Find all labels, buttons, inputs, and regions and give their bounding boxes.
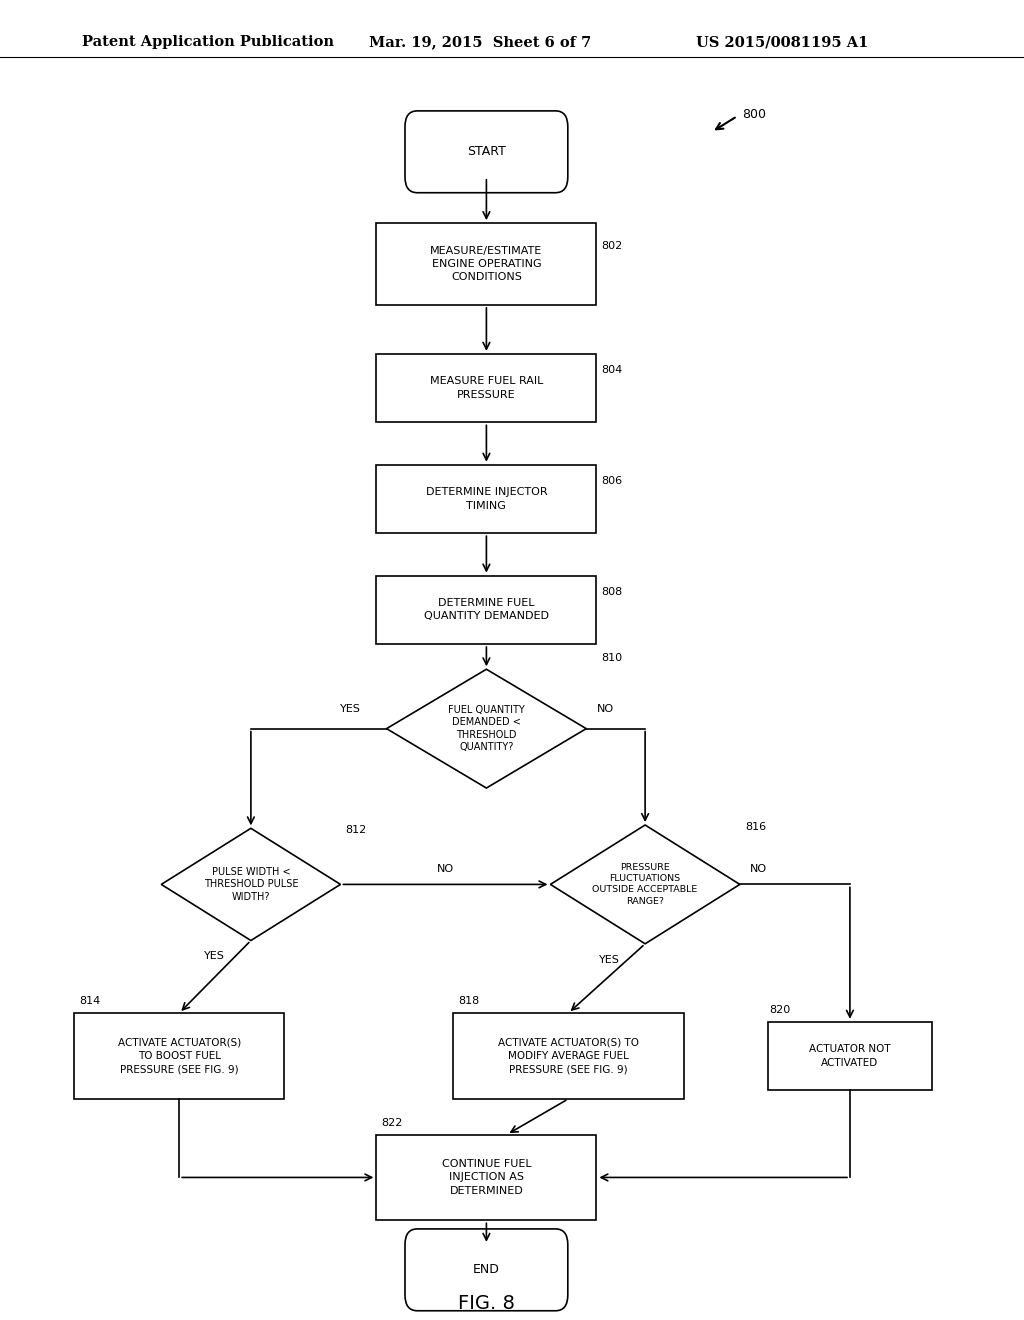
Text: Patent Application Publication: Patent Application Publication xyxy=(82,36,334,49)
Text: US 2015/0081195 A1: US 2015/0081195 A1 xyxy=(696,36,868,49)
Text: END: END xyxy=(473,1263,500,1276)
Text: MEASURE FUEL RAIL
PRESSURE: MEASURE FUEL RAIL PRESSURE xyxy=(430,376,543,400)
Text: YES: YES xyxy=(599,954,620,965)
Text: 804: 804 xyxy=(602,364,623,375)
Text: NO: NO xyxy=(750,863,767,874)
Text: DETERMINE INJECTOR
TIMING: DETERMINE INJECTOR TIMING xyxy=(426,487,547,511)
FancyBboxPatch shape xyxy=(377,354,596,422)
FancyBboxPatch shape xyxy=(377,1134,596,1220)
Text: NO: NO xyxy=(596,704,613,714)
FancyBboxPatch shape xyxy=(377,223,596,305)
Text: CONTINUE FUEL
INJECTION AS
DETERMINED: CONTINUE FUEL INJECTION AS DETERMINED xyxy=(441,1159,531,1196)
Text: Mar. 19, 2015  Sheet 6 of 7: Mar. 19, 2015 Sheet 6 of 7 xyxy=(369,36,591,49)
Text: 822: 822 xyxy=(381,1118,402,1127)
Polygon shape xyxy=(162,829,340,940)
FancyBboxPatch shape xyxy=(74,1014,284,1098)
Text: YES: YES xyxy=(205,952,225,961)
Text: 806: 806 xyxy=(602,475,623,486)
Text: ACTIVATE ACTUATOR(S)
TO BOOST FUEL
PRESSURE (SEE FIG. 9): ACTIVATE ACTUATOR(S) TO BOOST FUEL PRESS… xyxy=(118,1038,241,1074)
Text: 808: 808 xyxy=(602,586,623,597)
Text: 820: 820 xyxy=(769,1005,791,1015)
FancyBboxPatch shape xyxy=(454,1014,684,1098)
Text: 814: 814 xyxy=(80,997,100,1006)
Text: START: START xyxy=(467,145,506,158)
Text: PRESSURE
FLUCTUATIONS
OUTSIDE ACCEPTABLE
RANGE?: PRESSURE FLUCTUATIONS OUTSIDE ACCEPTABLE… xyxy=(593,863,697,906)
Text: 810: 810 xyxy=(602,652,623,663)
Text: ACTIVATE ACTUATOR(S) TO
MODIFY AVERAGE FUEL
PRESSURE (SEE FIG. 9): ACTIVATE ACTUATOR(S) TO MODIFY AVERAGE F… xyxy=(498,1038,639,1074)
Text: ACTUATOR NOT
ACTIVATED: ACTUATOR NOT ACTIVATED xyxy=(809,1044,891,1068)
FancyBboxPatch shape xyxy=(768,1022,932,1090)
Text: DETERMINE FUEL
QUANTITY DEMANDED: DETERMINE FUEL QUANTITY DEMANDED xyxy=(424,598,549,622)
Text: 800: 800 xyxy=(742,108,766,121)
FancyBboxPatch shape xyxy=(404,1229,567,1311)
Text: PULSE WIDTH <
THRESHOLD PULSE
WIDTH?: PULSE WIDTH < THRESHOLD PULSE WIDTH? xyxy=(204,867,298,902)
Text: FIG. 8: FIG. 8 xyxy=(458,1295,515,1313)
Text: NO: NO xyxy=(437,863,454,874)
Text: 816: 816 xyxy=(745,821,766,832)
FancyBboxPatch shape xyxy=(404,111,567,193)
Text: FUEL QUANTITY
DEMANDED <
THRESHOLD
QUANTITY?: FUEL QUANTITY DEMANDED < THRESHOLD QUANT… xyxy=(449,705,524,752)
Text: 818: 818 xyxy=(459,997,479,1006)
Text: 812: 812 xyxy=(346,825,367,836)
Text: YES: YES xyxy=(340,704,360,714)
Text: 802: 802 xyxy=(602,240,623,251)
Polygon shape xyxy=(386,669,586,788)
Text: MEASURE/ESTIMATE
ENGINE OPERATING
CONDITIONS: MEASURE/ESTIMATE ENGINE OPERATING CONDIT… xyxy=(430,246,543,282)
Polygon shape xyxy=(551,825,739,944)
FancyBboxPatch shape xyxy=(377,576,596,644)
FancyBboxPatch shape xyxy=(377,465,596,533)
